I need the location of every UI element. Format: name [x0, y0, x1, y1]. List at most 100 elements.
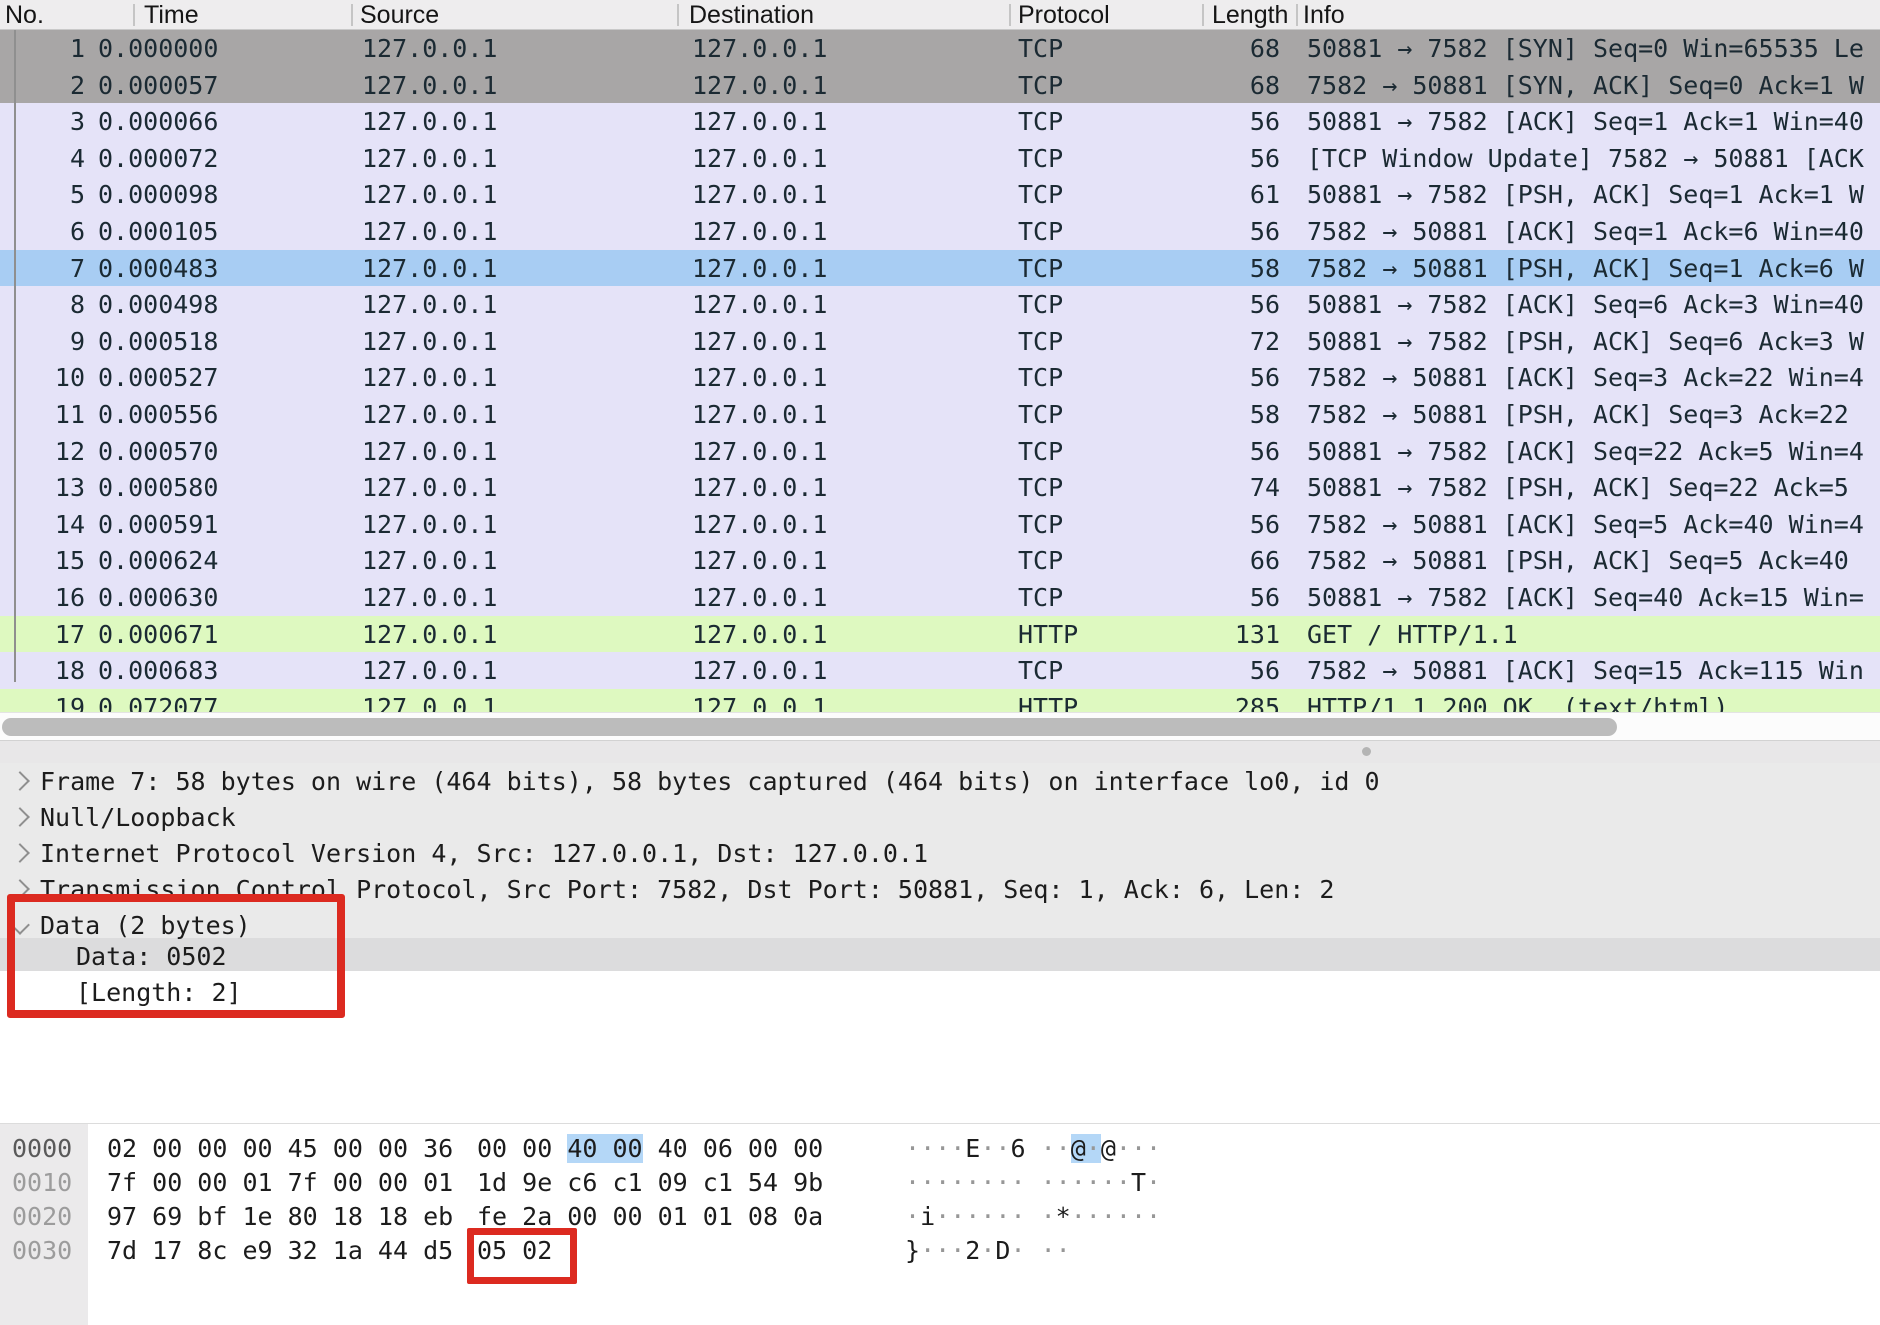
detail-line[interactable]: Null/Loopback	[40, 803, 236, 832]
cell-protocol: TCP	[1018, 180, 1064, 210]
pane-splitter[interactable]	[0, 740, 1880, 764]
cell-time: 0.000498	[98, 290, 219, 320]
horizontal-scrollbar-track[interactable]	[0, 712, 1880, 741]
cell-info: 50881 → 7582 [ACK] Seq=6 Ack=3 Win=40	[1307, 290, 1864, 320]
cell-info: 50881 → 7582 [PSH, ACK] Seq=22 Ack=5	[1307, 473, 1864, 503]
packet-row-18[interactable]: 18 0.000683 127.0.0.1 127.0.0.1 TCP 56 7582 → …	[0, 652, 1880, 690]
packet-row-6[interactable]: 6 0.000105 127.0.0.1 127.0.0.1 TCP 56 7582 → 5…	[0, 213, 1880, 250]
cell-no: 15	[54, 546, 85, 576]
cell-length: 56	[1249, 509, 1280, 539]
cell-destination: 127.0.0.1	[692, 217, 828, 246]
cell-info: 50881 → 7582 [PSH, ACK] Seq=1 Ack=1 W	[1307, 180, 1864, 210]
column-header-protocol[interactable]: Protocol	[1018, 1, 1110, 29]
detail-line[interactable]: Data (2 bytes)	[40, 911, 251, 940]
packet-row-5[interactable]: 5 0.000098 127.0.0.1 127.0.0.1 TCP 61 50881 → …	[0, 176, 1880, 214]
cell-info: GET / HTTP/1.1	[1307, 619, 1518, 649]
cell-length: 61	[1249, 180, 1280, 210]
cell-source: 127.0.0.1	[362, 326, 498, 356]
detail-selected-row-band	[0, 938, 1880, 971]
packet-row-9[interactable]: 9 0.000518 127.0.0.1 127.0.0.1 TCP 72 50881 → …	[0, 322, 1880, 360]
cell-info: 50881 → 7582 [ACK] Seq=40 Ack=15 Win=	[1307, 583, 1864, 612]
cell-protocol: TCP	[1018, 363, 1064, 393]
column-header-length[interactable]: Length	[1212, 1, 1288, 29]
cell-destination: 127.0.0.1	[692, 34, 828, 63]
cell-protocol: HTTP	[1018, 619, 1079, 649]
cell-no: 7	[69, 253, 85, 283]
cell-info: 7582 → 50881 [ACK] Seq=5 Ack=40 Win=4	[1307, 509, 1864, 539]
cell-time: 0.000671	[98, 619, 219, 649]
packet-row-13[interactable]: 13 0.000580 127.0.0.1 127.0.0.1 TCP 74 50881 →…	[0, 469, 1880, 507]
packet-row-17[interactable]: 17 0.000671 127.0.0.1 127.0.0.1 HTTP 131 GET /…	[0, 615, 1880, 653]
column-separator[interactable]	[1009, 4, 1011, 26]
cell-protocol: TCP	[1018, 290, 1064, 320]
cell-protocol: TCP	[1018, 217, 1064, 246]
packet-row-4[interactable]: 4 0.000072 127.0.0.1 127.0.0.1 TCP 56 [TCP Win…	[0, 139, 1880, 177]
column-separator[interactable]	[351, 4, 353, 26]
hex-offset: 0010	[12, 1168, 73, 1197]
cell-protocol: TCP	[1018, 546, 1064, 576]
packet-row-8[interactable]: 8 0.000498 127.0.0.1 127.0.0.1 TCP 56 50881 → …	[0, 286, 1880, 324]
cell-no: 19	[54, 692, 85, 712]
cell-source: 127.0.0.1	[362, 34, 498, 63]
hex-ascii: ····E··6 ··@·@···	[905, 1134, 1162, 1163]
hex-bytes-group2: 00 00 40 00 40 06 00 00	[477, 1134, 824, 1163]
cell-protocol: TCP	[1018, 436, 1064, 466]
cell-source: 127.0.0.1	[362, 400, 498, 429]
cell-time: 0.000057	[98, 70, 219, 100]
cell-time: 0.000098	[98, 180, 219, 210]
packet-row-15[interactable]: 15 0.000624 127.0.0.1 127.0.0.1 TCP 66 7582 → …	[0, 542, 1880, 580]
column-header-info[interactable]: Info	[1303, 1, 1345, 29]
packet-row-14[interactable]: 14 0.000591 127.0.0.1 127.0.0.1 TCP 56 7582 → …	[0, 505, 1880, 543]
cell-no: 16	[54, 583, 85, 612]
packet-row-1[interactable]: 1 0.000000 127.0.0.1 127.0.0.1 TCP 68 50881 → …	[0, 30, 1880, 67]
hex-row-0020[interactable]: 0020 97 69 bf 1e 80 18 18 eb fe 2a 00 00 0…	[0, 1200, 1880, 1234]
packet-row-11[interactable]: 11 0.000556 127.0.0.1 127.0.0.1 TCP 58 7582 → …	[0, 396, 1880, 433]
cell-source: 127.0.0.1	[362, 546, 498, 576]
cell-time: 0.000072	[98, 143, 219, 173]
cell-time: 0.072077	[98, 692, 219, 712]
hex-row-0010[interactable]: 0010 7f 00 00 01 7f 00 00 01 1d 9e c6 c1 0…	[0, 1166, 1880, 1200]
column-header-destination[interactable]: Destination	[689, 1, 815, 29]
column-separator[interactable]	[1296, 4, 1298, 26]
hex-row-0030[interactable]: 0030 7d 17 8c e9 32 1a 44 d5 05 02}···2·D·…	[0, 1234, 1880, 1268]
splitter-handle-icon[interactable]	[1362, 747, 1371, 756]
detail-line[interactable]: Frame 7: 58 bytes on wire (464 bits), 58…	[40, 767, 1380, 796]
column-separator[interactable]	[677, 4, 679, 26]
cell-source: 127.0.0.1	[362, 217, 498, 246]
cell-time: 0.000580	[98, 473, 219, 503]
cell-protocol: TCP	[1018, 70, 1064, 100]
cell-length: 56	[1249, 363, 1280, 393]
hex-bytes-group1: 02 00 00 00 45 00 00 36	[107, 1134, 454, 1163]
hex-row-0000[interactable]: 0000 02 00 00 00 45 00 00 36 00 00 40 00 4…	[0, 1132, 1880, 1166]
cell-time: 0.000527	[98, 363, 219, 393]
column-header-source[interactable]: Source	[360, 1, 440, 29]
packet-row-10[interactable]: 10 0.000527 127.0.0.1 127.0.0.1 TCP 56 7582 → …	[0, 359, 1880, 397]
packet-row-16[interactable]: 16 0.000630 127.0.0.1 127.0.0.1 TCP 56 50881 →…	[0, 579, 1880, 616]
detail-line[interactable]: Internet Protocol Version 4, Src: 127.0.…	[40, 839, 929, 868]
cell-source: 127.0.0.1	[362, 70, 498, 100]
detail-line[interactable]: Data: 0502	[76, 942, 227, 971]
cell-no: 12	[54, 436, 85, 466]
packet-row-2[interactable]: 2 0.000057 127.0.0.1 127.0.0.1 TCP 68 7582 → 5…	[0, 66, 1880, 104]
column-separator[interactable]	[133, 4, 135, 26]
packet-row-7[interactable]: 7 0.000483 127.0.0.1 127.0.0.1 TCP 58 7582 → 5…	[0, 249, 1880, 287]
cell-length: 56	[1249, 290, 1280, 320]
cell-destination: 127.0.0.1	[692, 290, 828, 320]
cell-destination: 127.0.0.1	[692, 253, 828, 283]
packet-row-19[interactable]: 19 0.072077 127.0.0.1 127.0.0.1 HTTP 285 HTTP/…	[0, 688, 1880, 712]
cell-destination: 127.0.0.1	[692, 400, 828, 429]
horizontal-scrollbar-thumb[interactable]	[2, 718, 1617, 736]
column-header-no[interactable]: No.	[5, 1, 44, 29]
cell-destination: 127.0.0.1	[692, 692, 828, 712]
annotation-red-box-detail	[7, 894, 345, 1018]
cell-source: 127.0.0.1	[362, 436, 498, 466]
cell-length: 68	[1249, 34, 1280, 63]
packet-row-3[interactable]: 3 0.000066 127.0.0.1 127.0.0.1 TCP 56 50881 → …	[0, 103, 1880, 141]
column-separator[interactable]	[1202, 4, 1204, 26]
column-header-time[interactable]: Time	[144, 1, 199, 29]
detail-line[interactable]: [Length: 2]	[76, 978, 242, 1007]
cell-length: 56	[1249, 436, 1280, 466]
cell-protocol: TCP	[1018, 473, 1064, 503]
cell-destination: 127.0.0.1	[692, 363, 828, 393]
packet-row-12[interactable]: 12 0.000570 127.0.0.1 127.0.0.1 TCP 56 50881 →…	[0, 432, 1880, 470]
